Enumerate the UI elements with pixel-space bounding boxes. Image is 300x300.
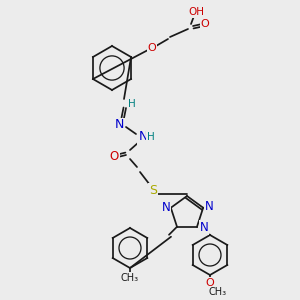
Text: O: O xyxy=(201,19,209,29)
Text: N: N xyxy=(114,118,124,131)
Text: OH: OH xyxy=(188,7,204,17)
Text: H: H xyxy=(128,99,136,109)
Text: N: N xyxy=(161,201,170,214)
Text: N: N xyxy=(200,221,208,234)
Text: O: O xyxy=(206,278,214,288)
Text: CH₃: CH₃ xyxy=(209,287,227,297)
Text: O: O xyxy=(110,151,118,164)
Text: N: N xyxy=(205,200,214,213)
Text: O: O xyxy=(148,43,156,53)
Text: S: S xyxy=(149,184,157,196)
Text: N: N xyxy=(138,130,148,143)
Text: CH₃: CH₃ xyxy=(121,273,139,283)
Text: H: H xyxy=(147,132,155,142)
